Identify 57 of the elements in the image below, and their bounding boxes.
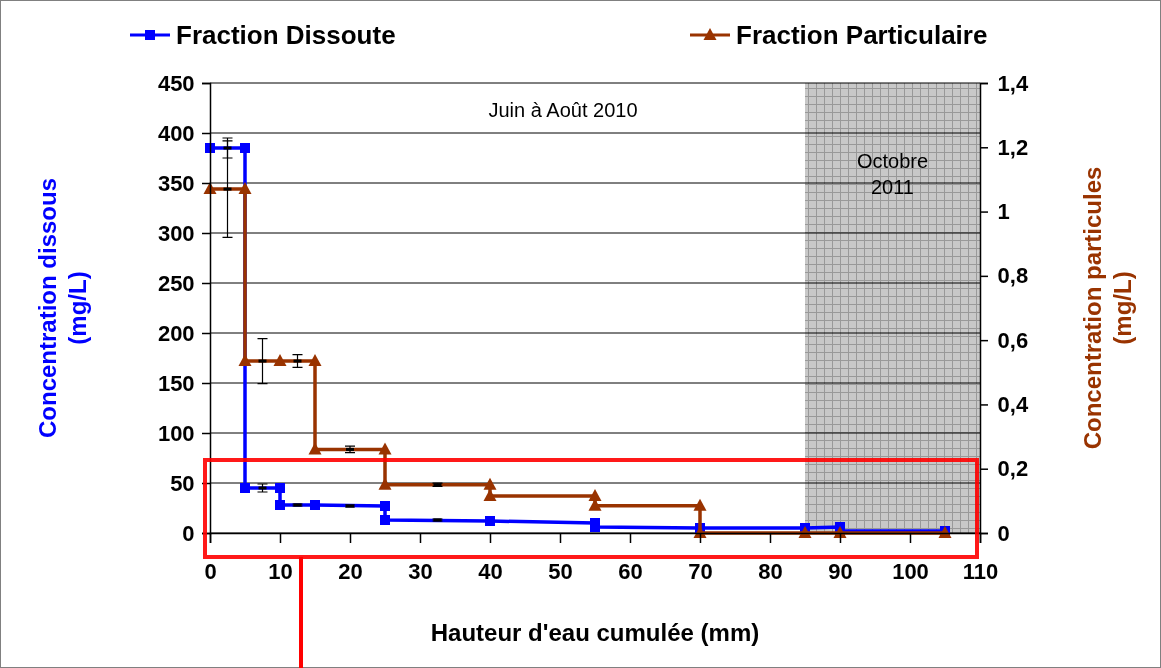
x-tick-label: 50 (548, 559, 573, 584)
y-tick-label: 100 (157, 420, 195, 446)
x-tick-label: 60 (618, 559, 643, 584)
y-tick-label: 200 (157, 320, 195, 346)
annotation: Juin à Août 2010 (488, 99, 638, 121)
y2-tick-label: 1,4 (997, 70, 1029, 96)
point (238, 354, 252, 367)
x-tick-label: 30 (408, 559, 433, 584)
point (240, 483, 250, 493)
y2-axis-title: Concentration particules (mg/L) (1079, 166, 1136, 450)
y2-tick-label: 1,2 (997, 134, 1029, 160)
point (240, 143, 250, 153)
point (485, 516, 495, 526)
y2-tick-label: 0,4 (997, 391, 1029, 417)
x-tick-label: 40 (478, 559, 503, 584)
band-label: Octobre 2011 (856, 150, 929, 198)
y-tick-label: 50 (170, 470, 195, 496)
point (380, 501, 390, 511)
point (308, 442, 322, 455)
y-axis-title: Concentration dissous (mg/L) (34, 177, 91, 439)
x-tick-label: 100 (892, 559, 929, 584)
x-tick-label: 110 (962, 559, 999, 584)
point (798, 526, 812, 538)
point (310, 500, 320, 510)
y2-tick-label: 0,6 (997, 327, 1029, 353)
y-tick-label: 250 (157, 270, 195, 296)
point (275, 483, 285, 493)
y-tick-label: 300 (157, 220, 195, 246)
y-tick-label: 400 (157, 120, 195, 146)
x-tick-label: 70 (688, 559, 713, 584)
point (588, 489, 602, 502)
x-tick-label: 80 (758, 559, 783, 584)
point (378, 442, 392, 455)
y-tick-label: 450 (157, 70, 195, 96)
legend-label: Fraction Particulaire (736, 20, 988, 50)
x-tick-label: 0 (204, 559, 217, 584)
y2-tick-label: 0,8 (997, 263, 1029, 289)
point (693, 498, 707, 511)
y2-tick-label: 0 (997, 520, 1010, 546)
x-tick-label: 20 (338, 559, 363, 584)
point (380, 515, 390, 525)
x-tick-label: 10 (268, 559, 293, 584)
y-tick-label: 0 (182, 520, 195, 546)
point (308, 354, 322, 367)
point (275, 500, 285, 510)
legend-label: Fraction Dissoute (176, 20, 396, 50)
point (483, 477, 497, 490)
point (483, 489, 497, 502)
x-axis-title: Hauteur d'eau cumulée (mm) (430, 619, 760, 646)
y2-tick-label: 1 (997, 199, 1010, 225)
y-tick-label: 350 (157, 170, 195, 196)
point (238, 182, 252, 195)
y2-tick-label: 0,2 (997, 456, 1029, 482)
x-tick-label: 90 (828, 559, 853, 584)
y-tick-label: 150 (157, 370, 195, 396)
point (273, 354, 287, 367)
point (205, 143, 215, 153)
